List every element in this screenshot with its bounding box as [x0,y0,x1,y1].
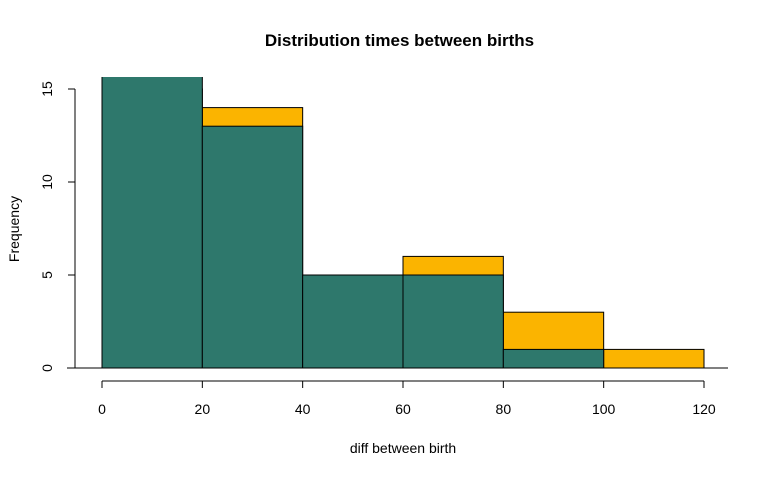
bar-series1-bin6 [603,348,705,369]
x-tick-label: 0 [98,401,106,417]
y-tick-label: 10 [39,174,55,190]
bar-series2-bin1 [101,77,203,369]
y-tick-label: 5 [39,271,55,279]
x-tick-label: 80 [496,401,512,417]
y-tick-label: 0 [39,364,55,372]
x-tick-label: 20 [195,401,211,417]
y-tick-label: 15 [39,81,55,97]
bar-series2-bin5 [502,348,605,369]
x-tick-label: 40 [295,401,311,417]
x-tick-label: 100 [592,401,616,417]
axes-group: 0 20 40 60 80 100 120 0 5 10 15 [39,81,728,417]
bar-series2-bin3 [302,274,404,369]
bar-series2-bin4 [402,274,504,369]
bar-series2-bin2 [201,125,304,369]
x-axis-label: diff between birth [349,440,457,456]
x-tick-label: 60 [395,401,411,417]
chart-title: Distribution times between births [264,31,535,50]
x-tick-label: 120 [692,401,716,417]
bars-group [101,77,705,369]
